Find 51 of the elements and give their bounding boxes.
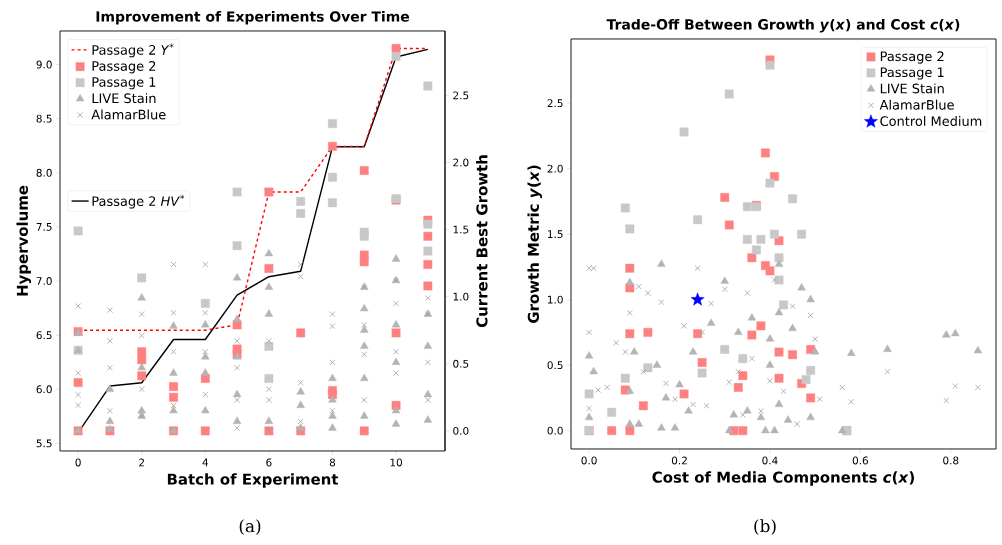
legend-label: Passage 1	[92, 77, 156, 90]
chart-title: Trade-Off Between Growth y(x) and Cost c(x)	[606, 18, 960, 33]
y-tick-label: 8.5	[36, 114, 52, 123]
y2-tick-label: 1.5	[453, 225, 469, 234]
y-tick-label: 0.5	[547, 361, 563, 370]
legend-label: Passage 2 HV$^{*}$	[92, 194, 185, 209]
y-tick-label: 2.0	[547, 164, 563, 173]
x-tick-label: 10	[390, 458, 402, 467]
text: (b)	[754, 519, 776, 535]
y-tick-label: 8.0	[36, 168, 52, 177]
legend-label: Passage 2	[92, 61, 156, 74]
legend-label: Passage 2 Y$^{*}$	[92, 43, 174, 58]
x-axis-title: Batch of Experiment	[167, 473, 339, 488]
y2-tick-label: 0.5	[453, 359, 469, 368]
chart-title: Improvement of Experiments Over Time	[96, 10, 410, 25]
x-tick-label: 4	[202, 458, 209, 467]
legend-label: AlamarBlue	[91, 109, 166, 120]
y-tick-label: 7.0	[36, 277, 52, 285]
y2-tick-label: 2.5	[453, 91, 469, 100]
legend-label: Passage 2	[880, 51, 944, 64]
x-tick-label: 0.0	[581, 456, 597, 465]
y2-tick-label: 1.0	[453, 292, 469, 301]
x-tick-label: 8	[329, 458, 336, 467]
y-tick-label: 9.0	[36, 60, 52, 69]
y-tick-label: 6.5	[36, 331, 52, 340]
x-tick-label: 0.2	[671, 456, 687, 465]
x-tick-label: 0.6	[852, 456, 869, 465]
legend-label: LIVE Stain	[92, 93, 156, 104]
y-tick-label: 0.0	[547, 426, 563, 435]
x-tick-label: 0	[75, 458, 81, 467]
x-tick-label: 0.4	[762, 456, 778, 465]
x-tick-label: 2	[139, 458, 144, 467]
y-axis-title: Growth Metric y(x)	[527, 165, 543, 323]
y-tick-label: 7.5	[36, 223, 52, 231]
y-tick-label: 6.0	[36, 385, 52, 394]
legend-label: AlamarBlue	[879, 99, 954, 110]
y-tick-label: 1.5	[548, 230, 563, 239]
legend-label: Passage 1	[880, 67, 944, 80]
y2-tick-label: 2.0	[453, 158, 469, 167]
text: (a)	[239, 519, 261, 535]
y-tick-label: 5.5	[36, 439, 52, 448]
x-tick-label: 0.8	[943, 456, 959, 465]
x-axis-title: Cost of Media Components c(x)	[652, 471, 914, 486]
y-tick-label: 1.0	[548, 295, 563, 304]
y2-axis-title: Current Best Growth	[476, 155, 488, 328]
legend-label: LIVE Stain	[880, 83, 944, 94]
legend-label: Control Medium	[880, 116, 982, 127]
y-tick-label: 2.5	[547, 99, 563, 108]
y2-tick-label: 0.0	[453, 426, 469, 435]
x-tick-label: 6	[266, 458, 272, 467]
y-axis-title: Hypervolume	[16, 185, 32, 296]
